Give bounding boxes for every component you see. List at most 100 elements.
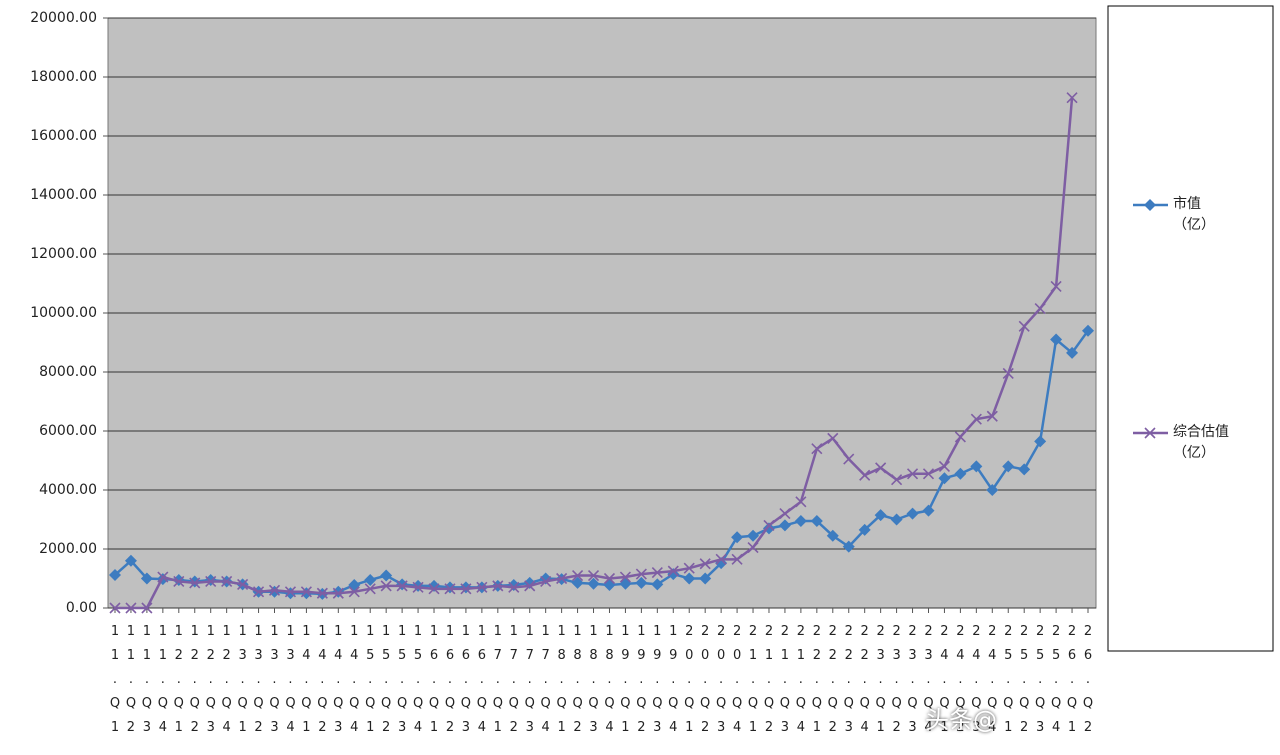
marker xyxy=(635,576,648,589)
marker xyxy=(1018,320,1030,332)
y-tick-label: 10000.00 xyxy=(30,305,97,321)
x-tick-label: 15.Q3 xyxy=(395,624,410,744)
x-tick-label: 18.Q3 xyxy=(586,624,601,744)
marker xyxy=(794,514,807,527)
x-tick-label: 12.Q3 xyxy=(203,624,218,744)
y-tick-label: 14000.00 xyxy=(30,187,97,203)
x-tick-label: 14.Q1 xyxy=(299,624,314,744)
y-tick-label: 12000.00 xyxy=(30,246,97,262)
marker xyxy=(221,575,233,588)
marker xyxy=(699,572,712,585)
marker xyxy=(906,468,919,480)
marker xyxy=(173,575,185,588)
x-tick-label: 11.Q4 xyxy=(155,624,170,744)
marker xyxy=(476,581,488,593)
marker xyxy=(986,484,999,496)
marker xyxy=(779,508,791,520)
y-tick-label: 18000.00 xyxy=(30,69,97,85)
legend-label: 综合估值（亿） xyxy=(1173,424,1229,461)
marker xyxy=(859,469,871,481)
marker xyxy=(571,576,584,589)
x-tick-label: 24.Q3 xyxy=(969,624,984,744)
x-tick-label: 11.Q3 xyxy=(139,624,154,744)
x-tick-label: 25.Q1 xyxy=(1001,624,1016,744)
x-tick-label: 14.Q4 xyxy=(347,624,362,744)
marker xyxy=(1050,333,1063,346)
marker xyxy=(1066,346,1079,359)
x-tick-label: 25.Q3 xyxy=(1033,624,1048,744)
marker xyxy=(922,468,935,480)
x-tick-label: 23.Q3 xyxy=(905,624,920,744)
marker xyxy=(763,519,775,531)
x-tick-label: 15.Q2 xyxy=(379,624,394,744)
marker xyxy=(747,541,759,554)
x-tick-label: 21.Q3 xyxy=(777,624,792,744)
x-tick-label: 26.Q2 xyxy=(1081,624,1096,744)
legend-marker xyxy=(1144,199,1156,211)
legend-label: 市值（亿） xyxy=(1173,196,1215,233)
marker xyxy=(715,553,727,565)
x-tick-label: 20.Q2 xyxy=(698,624,713,744)
marker xyxy=(1018,463,1031,476)
x-tick-label: 16.Q2 xyxy=(442,624,457,744)
x-tick-label: 25.Q4 xyxy=(1049,624,1064,744)
marker xyxy=(778,519,791,532)
x-tick-label: 13.Q4 xyxy=(283,624,298,744)
marker xyxy=(1034,303,1046,315)
x-tick-label: 16.Q3 xyxy=(458,624,473,744)
marker xyxy=(459,581,472,594)
x-tick-label: 24.Q1 xyxy=(937,624,952,744)
x-tick-label: 19.Q1 xyxy=(618,624,633,744)
x-tick-label: 14.Q3 xyxy=(331,624,346,744)
marker xyxy=(970,413,982,425)
marker xyxy=(651,578,664,591)
marker xyxy=(699,558,711,570)
marker xyxy=(1050,280,1062,293)
marker xyxy=(731,553,743,565)
marker xyxy=(906,507,919,520)
marker xyxy=(141,602,153,614)
x-tick-label: 13.Q1 xyxy=(235,624,250,744)
x-tick-label: 18.Q4 xyxy=(602,624,617,744)
y-tick-label: 6000.00 xyxy=(39,423,97,439)
marker xyxy=(109,602,121,614)
marker xyxy=(1082,324,1094,337)
marker xyxy=(619,571,631,583)
marker xyxy=(364,573,377,586)
marker xyxy=(683,572,696,585)
x-tick-label: 18.Q1 xyxy=(554,624,569,744)
marker xyxy=(842,540,855,553)
legend-marker xyxy=(1144,427,1156,439)
marker xyxy=(954,431,966,443)
x-tick-label: 22.Q2 xyxy=(825,624,840,744)
x-tick-label: 20.Q4 xyxy=(730,624,745,744)
marker xyxy=(124,554,137,567)
marker xyxy=(268,584,281,596)
marker xyxy=(731,531,744,544)
marker xyxy=(188,575,201,588)
x-tick-label: 15.Q1 xyxy=(363,624,378,744)
marker xyxy=(603,572,616,585)
marker xyxy=(556,572,568,585)
x-tick-label: 18.Q2 xyxy=(570,624,585,744)
x-tick-label: 20.Q1 xyxy=(682,624,697,744)
marker xyxy=(428,583,440,595)
marker xyxy=(858,523,871,536)
x-tick-label: 19.Q3 xyxy=(650,624,665,744)
y-tick-label: 16000.00 xyxy=(30,128,97,144)
marker xyxy=(125,602,137,614)
x-tick-label: 24.Q2 xyxy=(953,624,968,744)
marker xyxy=(874,509,887,522)
marker xyxy=(938,460,951,472)
x-tick-label: 15.Q4 xyxy=(411,624,426,744)
marker xyxy=(986,410,998,422)
x-tick-label: 12.Q2 xyxy=(187,624,202,744)
marker xyxy=(332,585,345,598)
marker xyxy=(540,575,552,588)
marker xyxy=(572,569,584,582)
x-tick-label: 19.Q2 xyxy=(634,624,649,744)
x-tick-label: 21.Q2 xyxy=(761,624,776,744)
marker xyxy=(827,432,839,444)
